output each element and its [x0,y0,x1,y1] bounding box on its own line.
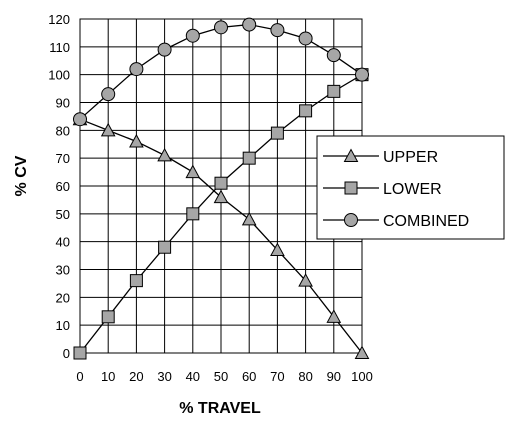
data-point-combined [298,31,313,46]
y-tick-label: 100 [48,68,70,83]
data-point-combined [326,48,341,63]
data-point-lower [101,310,115,324]
y-tick-label: 30 [56,263,70,278]
data-point-lower [327,84,341,98]
data-point-upper [241,211,257,226]
data-point-lower [129,274,143,288]
y-tick-label: 60 [56,179,70,194]
data-point-lower [270,126,284,140]
data-point-upper [270,242,285,257]
series-combined [73,17,369,127]
x-tick-label: 40 [186,369,200,384]
data-point-combined [214,20,228,35]
data-point-lower [73,346,87,360]
data-point-lower [214,176,228,190]
legend-marker-lower [344,181,358,195]
x-tick-label: 90 [327,369,341,384]
data-point-upper [129,133,144,148]
y-tick-label: 10 [56,318,70,333]
x-tick-labels: 0 10 20 30 40 50 60 70 80 90 100 [76,369,372,384]
data-point-lower [242,151,256,165]
legend-label-lower: LOWER [383,181,442,198]
y-tick-label: 50 [56,207,70,222]
x-tick-label: 0 [76,369,83,384]
x-tick-label: 50 [214,369,228,384]
y-tick-label: 20 [56,290,70,305]
data-point-lower [186,207,200,221]
data-point-combined [73,112,87,127]
data-point-upper [298,273,313,287]
data-point-combined [157,42,172,57]
x-tick-label: 10 [101,369,115,384]
y-tick-label: 0 [63,346,70,361]
y-tick-label: 80 [56,123,70,138]
y-tick-label: 110 [49,40,70,55]
x-tick-label: 100 [351,369,373,384]
data-point-combined [355,67,369,82]
x-tick-label: 20 [129,369,143,384]
y-tick-label: 90 [56,96,70,111]
series-layer [72,17,370,360]
data-point-combined [129,62,144,77]
x-tick-label: 60 [242,369,256,384]
x-tick-label: 70 [270,369,284,384]
data-point-upper [354,345,370,359]
legend-marker-combined [344,213,358,227]
x-axis-title: % TRAVEL [179,400,261,417]
data-point-combined [242,17,257,32]
y-tick-label: 120 [48,12,70,27]
y-tick-labels: 0 10 20 30 40 50 60 70 80 90 100 110 120 [48,12,70,361]
data-point-upper [326,309,342,323]
x-tick-label: 80 [298,369,312,384]
series-upper [72,111,370,359]
y-axis-title: % CV [13,155,30,196]
y-tick-label: 70 [56,151,70,166]
y-tick-label: 40 [56,235,70,250]
data-point-combined [270,23,285,38]
data-point-upper [100,122,116,137]
data-point-lower [299,104,313,118]
data-point-combined [101,87,116,102]
series-lower [73,68,369,360]
legend: UPPER LOWER COMBINED [316,135,505,240]
data-point-upper [185,164,201,179]
x-tick-label: 30 [157,369,171,384]
data-point-combined [185,28,200,43]
legend-label-combined: COMBINED [383,213,469,230]
legend-marker-upper [343,148,359,162]
data-point-upper [213,189,229,204]
legend-label-upper: UPPER [383,149,438,166]
data-point-upper [157,147,172,162]
data-point-lower [158,240,172,254]
